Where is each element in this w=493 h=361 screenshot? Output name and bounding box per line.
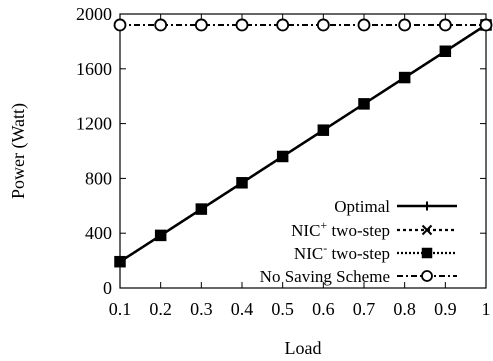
data-point — [276, 150, 289, 163]
data-point — [357, 18, 371, 32]
data-point — [479, 18, 493, 32]
x-axis-label: Load — [285, 338, 322, 358]
legend-swatch-marker — [421, 247, 433, 259]
legend-swatch-marker — [422, 201, 432, 211]
data-point — [194, 18, 208, 32]
y-tick-label: 0 — [103, 278, 112, 298]
y-axis-ticks: 0 400 800 1200 1600 2000 — [76, 4, 486, 298]
x-axis-ticks: 0.1 0.2 0.3 0.4 0.5 0.6 0.7 0.8 0.9 1 — [109, 14, 491, 319]
series-3 — [113, 18, 493, 32]
data-point — [398, 71, 411, 84]
legend-label-base: NIC — [291, 221, 320, 240]
legend-swatch-marker — [421, 224, 433, 236]
legend-label-tail: two-step — [327, 221, 390, 240]
legend-label: No Saving Scheme — [260, 267, 390, 286]
data-point — [276, 18, 290, 32]
legend-label: NIC+ two-step — [291, 218, 390, 240]
data-point — [317, 124, 330, 136]
x-tick-label: 0.5 — [271, 299, 294, 319]
legend-label: NIC- two-step — [294, 241, 390, 263]
plot-frame — [119, 13, 487, 289]
data-point — [398, 18, 412, 32]
x-tick-label: 0.2 — [149, 299, 172, 319]
y-tick-label: 800 — [85, 168, 112, 188]
x-tick-label: 0.4 — [231, 299, 254, 319]
legend-label-base: Optimal — [334, 197, 390, 216]
y-tick-label: 1600 — [76, 59, 112, 79]
series-line — [119, 24, 487, 263]
legend-swatch-marker — [421, 270, 433, 282]
cross-marker-b — [421, 224, 433, 236]
x-tick-label: 0.8 — [393, 299, 416, 319]
legend-label: Optimal — [334, 197, 390, 216]
data-point — [154, 18, 168, 32]
legend-label-base: NIC — [294, 244, 323, 263]
data-point — [114, 255, 126, 268]
data-point — [154, 229, 167, 242]
data-point — [236, 177, 248, 189]
x-tick-label: 0.1 — [109, 299, 132, 319]
y-tick-label: 2000 — [76, 4, 112, 24]
legend-label-base: No Saving Scheme — [260, 267, 390, 286]
plot-frame-group — [119, 13, 487, 289]
series-2 — [114, 19, 492, 268]
data-point — [195, 203, 208, 215]
x-tick-label: 0.7 — [353, 299, 376, 319]
data-point — [113, 18, 127, 32]
legend-label-tail: two-step — [327, 244, 390, 263]
data-point — [439, 45, 452, 58]
x-tick-label: 0.3 — [190, 299, 213, 319]
x-tick-label: 1 — [482, 299, 491, 319]
data-point — [358, 98, 370, 110]
data-point — [438, 18, 452, 32]
y-axis-label: Power (Watt) — [8, 103, 29, 199]
y-tick-label: 400 — [85, 223, 112, 243]
y-tick-label: 1200 — [76, 114, 112, 134]
x-tick-label: 0.6 — [312, 299, 335, 319]
data-point — [316, 18, 330, 32]
x-tick-label: 0.9 — [434, 299, 457, 319]
series-layer — [113, 18, 493, 268]
legend-label-sup: + — [320, 218, 327, 232]
data-point — [235, 18, 249, 32]
legend-label-sup: - — [323, 241, 327, 255]
